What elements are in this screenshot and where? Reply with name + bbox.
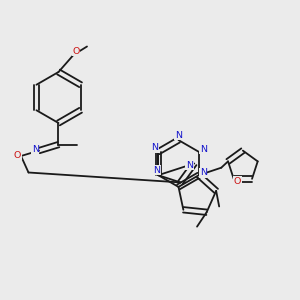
Text: N: N [153,166,160,175]
Text: N: N [200,145,207,154]
Text: N: N [32,146,39,154]
Text: N: N [200,168,207,177]
Text: O: O [72,47,80,56]
Text: N: N [186,160,193,169]
Text: O: O [234,177,241,186]
Text: N: N [151,143,158,152]
Text: N: N [175,131,182,140]
Text: O: O [14,151,21,160]
